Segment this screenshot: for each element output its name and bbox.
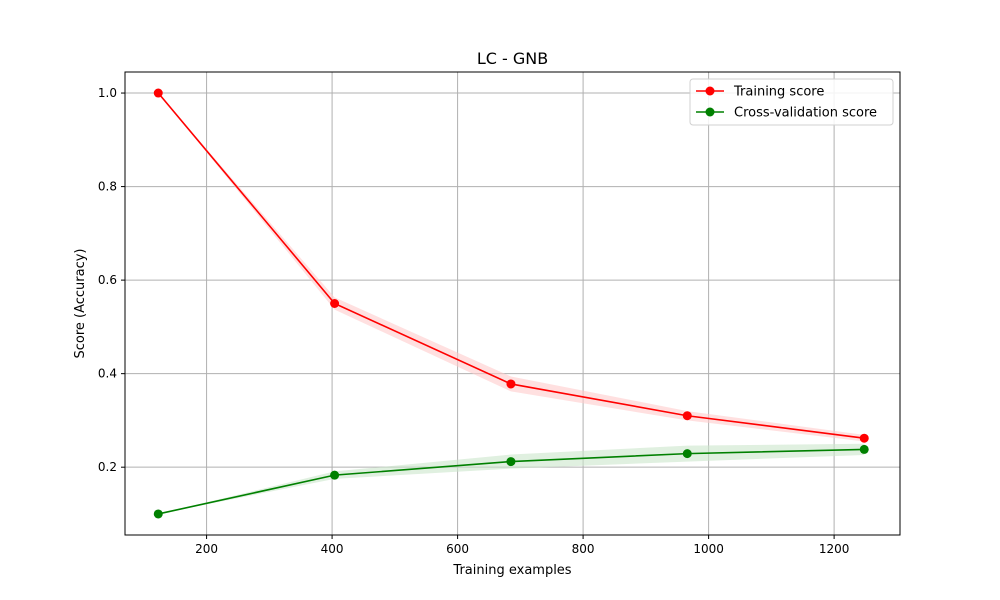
series-0-point [682, 411, 692, 421]
y-tick-label: 0.4 [98, 367, 117, 381]
series-1-point [330, 470, 340, 480]
legend-marker-0 [705, 86, 715, 96]
grid-layer [125, 72, 900, 535]
y-tick-label: 0.2 [98, 460, 117, 474]
legend-label-1: Cross-validation score [734, 106, 877, 121]
y-tick-label: 0.8 [98, 180, 117, 194]
chart-title: LC - GNB [477, 49, 548, 68]
legend-marker-1 [705, 107, 715, 117]
series-0-point [859, 433, 869, 443]
legend-box [689, 78, 894, 126]
y-tick-label: 1.0 [98, 86, 117, 100]
point-layer [153, 88, 869, 519]
series-1-point [682, 449, 692, 459]
series-1-point [153, 509, 163, 519]
x-tick-label: 400 [321, 542, 344, 556]
plot-frame [124, 71, 901, 536]
y-axis-label: Score (Accuracy) [73, 248, 88, 358]
series-0-band [158, 93, 865, 442]
x-tick-label: 1200 [819, 542, 850, 556]
x-tick-label: 1000 [693, 542, 724, 556]
series-1-point [859, 444, 869, 454]
legend-label-0: Training score [733, 85, 824, 100]
series-1-band [158, 443, 865, 514]
series-0-point [506, 379, 516, 389]
legend: Training score Cross-validation score [689, 78, 894, 126]
y-tick-label: 0.6 [98, 273, 117, 287]
series-0-point [153, 88, 163, 98]
band-layer [158, 93, 865, 514]
tick-layer: 200 400 600 800 1000 1200 0.2 0.4 0.6 0.8 1.0 [98, 86, 849, 556]
x-tick-label: 800 [572, 542, 595, 556]
x-tick-label: 600 [446, 542, 469, 556]
x-tick-label: 200 [195, 542, 218, 556]
x-axis-label: Training examples [452, 563, 571, 578]
series-0-point [330, 299, 340, 308]
series-1-point [506, 457, 516, 467]
